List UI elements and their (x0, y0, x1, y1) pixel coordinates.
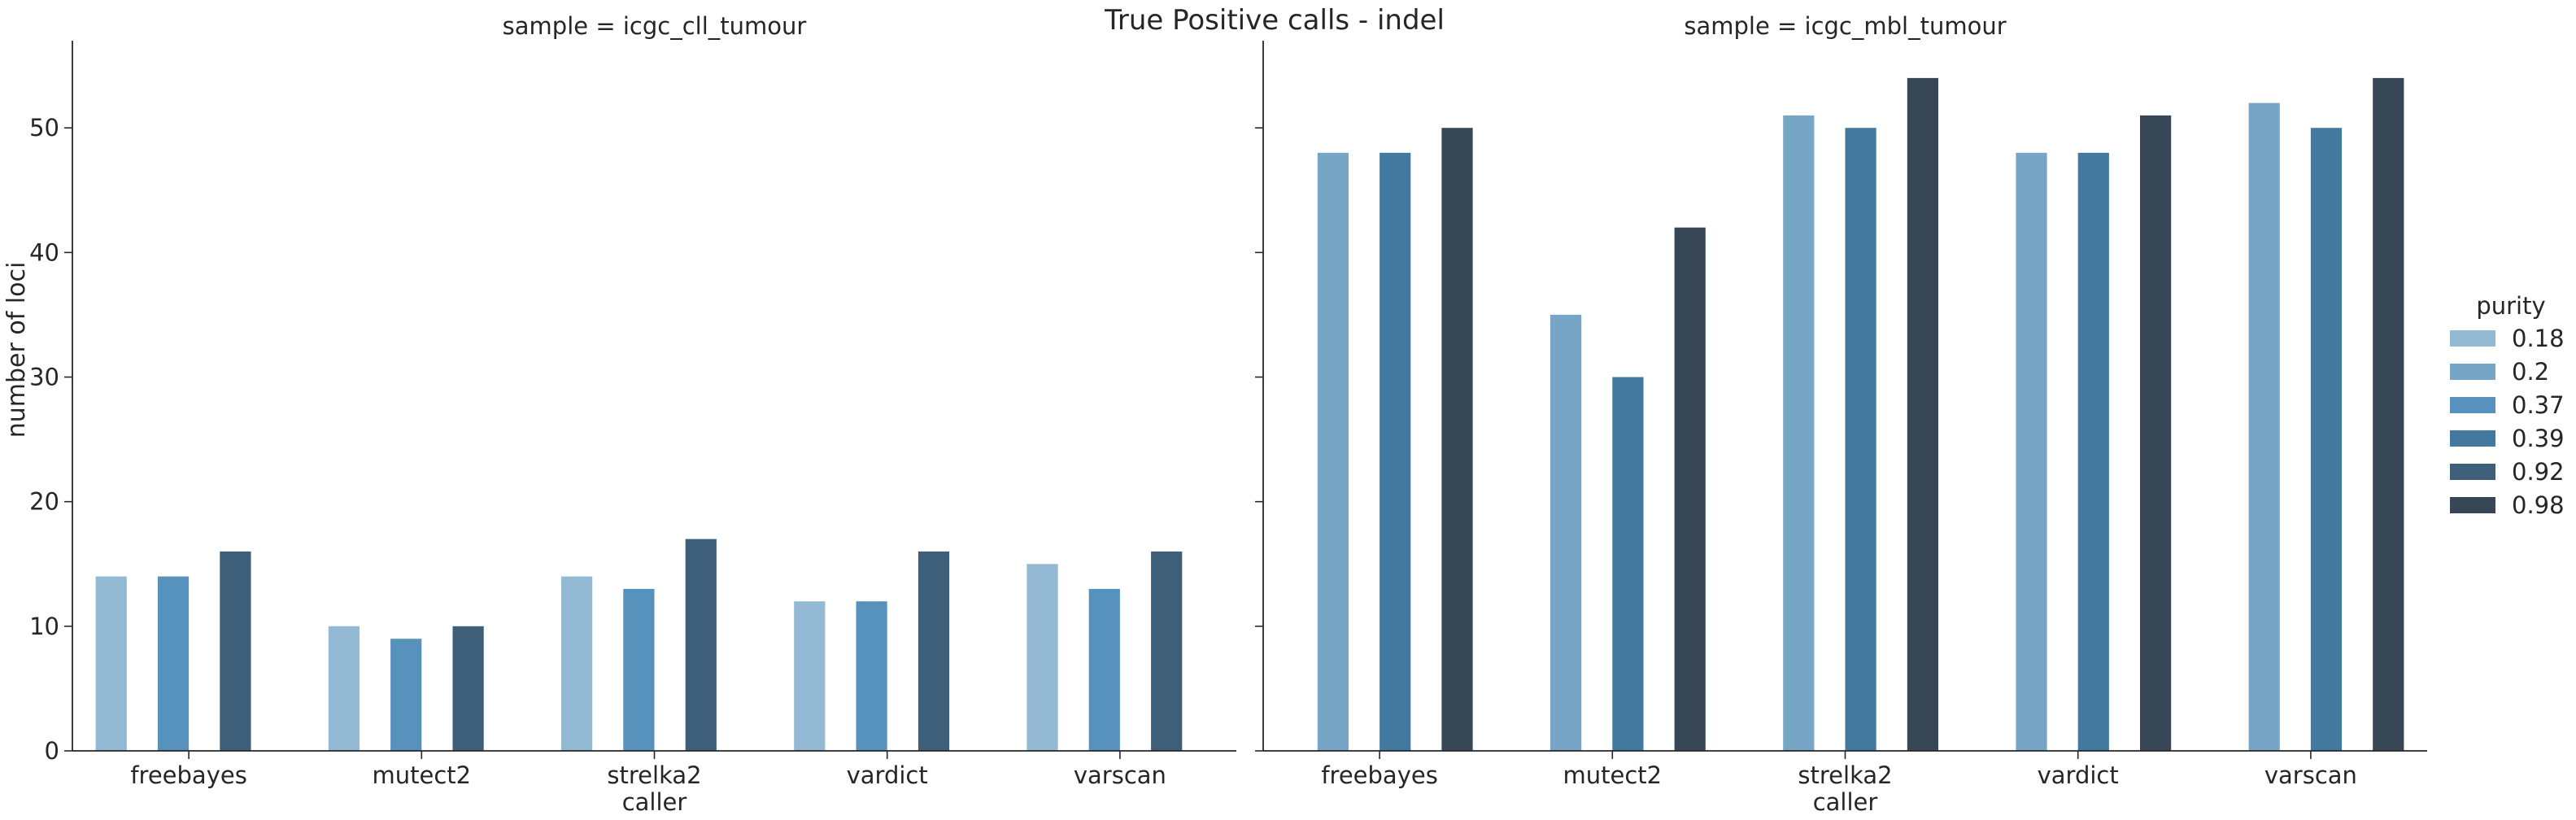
x-axis-label: caller (1813, 788, 1878, 816)
bar-varscan-0.2 (2248, 102, 2280, 752)
facet-panel-1: sample = icgc_cll_tumour freebayes mutect2… (29, 12, 1236, 816)
bar-mutect2-0.92 (452, 626, 484, 751)
legend-swatch (2450, 397, 2495, 413)
x-axis-label: caller (622, 788, 687, 816)
x-tick-label: varscan (1074, 761, 1166, 789)
bar-strelka2-0.98 (1907, 77, 1938, 751)
legend-label: 0.98 (2512, 491, 2565, 519)
bar-freebayes-0.37 (157, 576, 190, 751)
x-tick-label: varscan (2264, 761, 2357, 789)
bar-freebayes-0.39 (1380, 152, 1411, 752)
y-tick-label: 40 (29, 238, 59, 266)
bar-mutect2-0.37 (390, 639, 422, 751)
figure-title: True Positive calls - indel (1104, 4, 1445, 37)
bar-strelka2-0.2 (1783, 115, 1815, 751)
legend-swatch (2450, 330, 2495, 347)
bar-varscan-0.37 (1088, 588, 1120, 751)
bar-vardict-0.92 (918, 551, 950, 751)
panel-title: sample = icgc_cll_tumour (503, 12, 807, 40)
bar-mutect2-0.18 (328, 626, 360, 751)
bar-vardict-0.39 (2077, 152, 2109, 752)
x-tick-label: mutect2 (1563, 761, 1662, 789)
bar-vardict-0.98 (2140, 115, 2172, 751)
x-tick-label: strelka2 (1798, 761, 1892, 789)
y-tick-label: 20 (29, 488, 59, 516)
facet-panel-2: sample = icgc_mbl_tumour freebayes mutect2… (1255, 12, 2427, 816)
bar-mutect2-0.39 (1612, 377, 1644, 751)
bar-vardict-0.2 (2016, 152, 2047, 752)
bar-freebayes-0.98 (1441, 128, 1473, 751)
bar-varscan-0.18 (1026, 564, 1058, 751)
bar-vardict-0.18 (794, 601, 826, 751)
bar-varscan-0.92 (1151, 551, 1183, 751)
x-tick-label: strelka2 (607, 761, 701, 789)
bar-varscan-0.98 (2373, 77, 2404, 751)
panel-title: sample = icgc_mbl_tumour (1684, 12, 2006, 40)
legend-label: 0.2 (2512, 358, 2549, 386)
bar-freebayes-0.2 (1317, 152, 1349, 752)
legend: purity 0.18 0.2 0.37 0.39 0.92 0.98 (2450, 292, 2565, 519)
legend-swatch (2450, 364, 2495, 380)
y-axis-label: number of loci (2, 262, 31, 438)
x-tick-label: mutect2 (372, 761, 471, 789)
facet-panels: sample = icgc_cll_tumour freebayes mutect2… (29, 12, 2427, 816)
y-tick-label: 10 (29, 613, 59, 640)
legend-label: 0.18 (2512, 325, 2565, 352)
legend-label: 0.39 (2512, 425, 2565, 452)
legend-title: purity (2476, 292, 2545, 320)
x-tick-label: vardict (2038, 761, 2119, 789)
y-tick-label: 30 (29, 364, 59, 391)
x-tick-label: freebayes (130, 761, 246, 789)
x-tick-label: vardict (847, 761, 928, 789)
x-tick-label: freebayes (1321, 761, 1437, 789)
bar-strelka2-0.37 (623, 588, 655, 751)
legend-label: 0.37 (2512, 391, 2565, 419)
bar-freebayes-0.18 (95, 576, 127, 751)
legend-swatch (2450, 464, 2495, 480)
bar-mutect2-0.98 (1674, 227, 1706, 751)
y-tick-label: 0 (45, 737, 59, 765)
bar-varscan-0.39 (2310, 128, 2343, 751)
bar-vardict-0.37 (856, 601, 887, 751)
legend-label: 0.92 (2512, 458, 2565, 486)
bar-strelka2-0.92 (685, 539, 717, 751)
legend-swatch (2450, 430, 2495, 447)
bar-strelka2-0.39 (1845, 128, 1876, 751)
bar-freebayes-0.92 (220, 551, 251, 751)
legend-swatch (2450, 497, 2495, 513)
bar-strelka2-0.18 (561, 576, 593, 751)
bar-mutect2-0.2 (1550, 314, 1582, 751)
y-tick-label: 50 (29, 114, 59, 142)
